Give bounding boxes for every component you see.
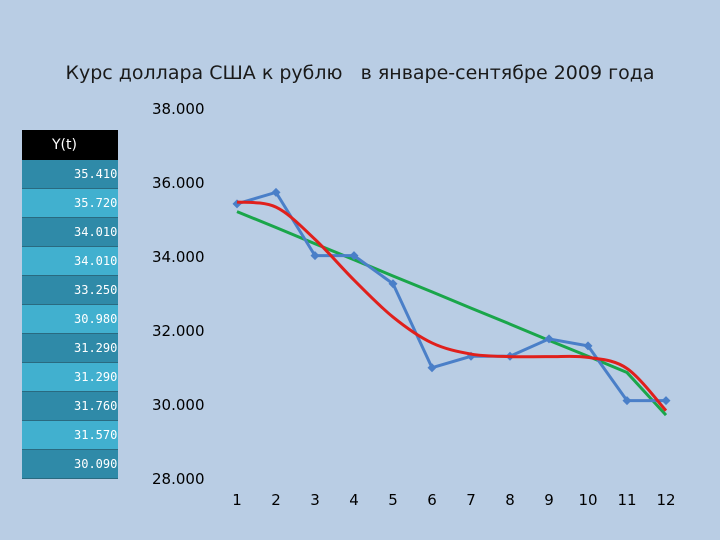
y-tick-label: 38.000: [152, 100, 205, 118]
table-cell: 31.760: [22, 392, 118, 421]
y-tick-label: 36.000: [152, 174, 205, 192]
chart-title: Курс доллара США к рублю в январе-сентяб…: [65, 62, 655, 84]
data-point-marker: [271, 187, 281, 197]
x-tick-label: 6: [427, 491, 437, 509]
table-cell: 35.720: [22, 189, 118, 218]
data-point-marker: [661, 396, 671, 406]
table-header: Y(t): [22, 130, 118, 160]
data-point-marker: [310, 251, 320, 261]
y-tick-label: 30.000: [152, 396, 205, 414]
x-tick-label: 2: [271, 491, 281, 509]
x-tick-label: 8: [505, 491, 515, 509]
x-tick-label: 4: [349, 491, 359, 509]
data-point-marker: [388, 279, 398, 289]
table-cell: 31.570: [22, 421, 118, 450]
x-tick-label: 12: [656, 491, 675, 509]
x-tick-label: 11: [617, 491, 636, 509]
data-point-marker: [427, 363, 437, 373]
y-values-table: Y(t) 35.410 35.720 34.010 34.010 33.250 …: [22, 130, 118, 479]
table-cell: 31.290: [22, 363, 118, 392]
table-cell: 33.250: [22, 276, 118, 305]
data-point-marker: [583, 341, 593, 351]
smooth-trend-line: [236, 200, 668, 412]
actual-rate-line: [236, 190, 666, 403]
y-tick-label: 28.000: [152, 470, 205, 488]
x-tick-label: 1: [232, 491, 242, 509]
y-tick-label: 32.000: [152, 322, 205, 340]
x-tick-label: 10: [578, 491, 597, 509]
data-point-marker: [622, 396, 632, 406]
table-cell: 34.010: [22, 247, 118, 276]
table-cell: 34.010: [22, 218, 118, 247]
data-point-marker: [232, 199, 242, 209]
table-cell: 35.410: [22, 160, 118, 189]
table-cell: 30.090: [22, 450, 118, 479]
y-tick-label: 34.000: [152, 248, 205, 266]
x-tick-label: 3: [310, 491, 320, 509]
x-tick-label: 9: [544, 491, 554, 509]
x-tick-label: 7: [466, 491, 476, 509]
data-point-marker: [349, 251, 359, 261]
table-cell: 30.980: [22, 305, 118, 334]
data-point-marker: [544, 334, 554, 344]
table-cell: 31.290: [22, 334, 118, 363]
linear-trend-line: [236, 210, 668, 417]
x-tick-label: 5: [388, 491, 398, 509]
